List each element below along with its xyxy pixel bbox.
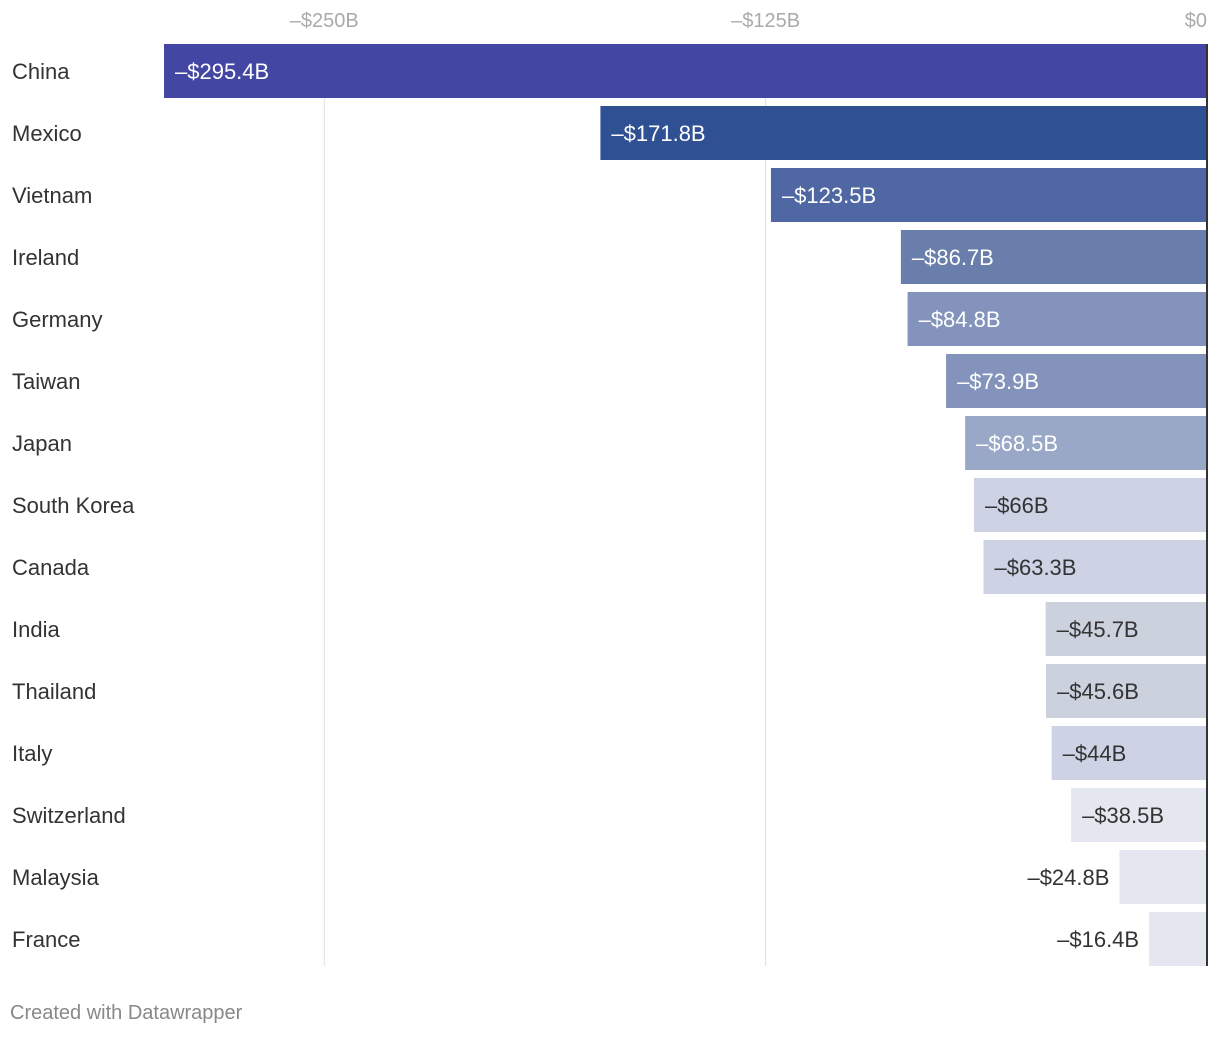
- category-label: China: [12, 59, 70, 84]
- bar: [907, 292, 1207, 346]
- bar: [965, 416, 1207, 470]
- bar: [900, 230, 1207, 284]
- bar: [1071, 788, 1207, 842]
- value-label: –$123.5B: [782, 183, 876, 208]
- category-label: Canada: [12, 555, 90, 580]
- value-labels: –$295.4B –$171.8B –$123.5B –$86.7B –$84.8B –$…: [175, 59, 1164, 952]
- value-label: –$16.4B: [1057, 927, 1139, 952]
- category-labels: China Mexico Vietnam Ireland Germany Taiwan Ja…: [12, 59, 135, 952]
- bar: [1149, 912, 1207, 966]
- value-label: –$68.5B: [976, 431, 1058, 456]
- category-label: Thailand: [12, 679, 96, 704]
- category-label: France: [12, 927, 80, 952]
- value-label: –$66B: [985, 493, 1049, 518]
- datawrapper-credit: Created with Datawrapper: [10, 1002, 243, 1024]
- value-label: –$73.9B: [957, 369, 1039, 394]
- bar: [973, 478, 1207, 532]
- bar: [770, 168, 1207, 222]
- value-label: –$84.8B: [919, 307, 1001, 332]
- bar: [1045, 602, 1207, 656]
- bar: [164, 44, 1207, 98]
- value-label: –$171.8B: [611, 121, 705, 146]
- value-label: –$45.7B: [1057, 617, 1139, 642]
- value-label: –$24.8B: [1027, 865, 1109, 890]
- value-label: –$45.6B: [1057, 679, 1139, 704]
- bar: [1045, 664, 1207, 718]
- value-label: –$63.3B: [995, 555, 1077, 580]
- category-label: Ireland: [12, 245, 79, 270]
- category-label: South Korea: [12, 493, 135, 518]
- bars: [164, 44, 1207, 966]
- category-label: Vietnam: [12, 183, 92, 208]
- category-label: Mexico: [12, 121, 82, 146]
- value-label: –$44B: [1063, 741, 1127, 766]
- category-label: Germany: [12, 307, 102, 332]
- bar: [946, 354, 1207, 408]
- bar: [600, 106, 1207, 160]
- x-tick-label: $0: [1185, 10, 1207, 32]
- x-tick-label: –$125B: [731, 10, 800, 32]
- grid-lines: [323, 44, 767, 966]
- value-label: –$38.5B: [1082, 803, 1164, 828]
- x-axis-ticks: –$250B –$125B $0: [290, 10, 1207, 32]
- category-label: India: [12, 617, 60, 642]
- bar: [983, 540, 1207, 594]
- category-label: Italy: [12, 741, 52, 766]
- category-label: Taiwan: [12, 369, 80, 394]
- category-label: Malaysia: [12, 865, 100, 890]
- bar: [1119, 850, 1207, 904]
- bar-chart: –$250B –$125B $0 China Mexico Vietnam Ireland…: [12, 10, 1208, 966]
- bar: [1051, 726, 1207, 780]
- category-label: Switzerland: [12, 803, 126, 828]
- value-label: –$86.7B: [912, 245, 994, 270]
- x-tick-label: –$250B: [290, 10, 359, 32]
- category-label: Japan: [12, 431, 72, 456]
- value-label: –$295.4B: [175, 59, 269, 84]
